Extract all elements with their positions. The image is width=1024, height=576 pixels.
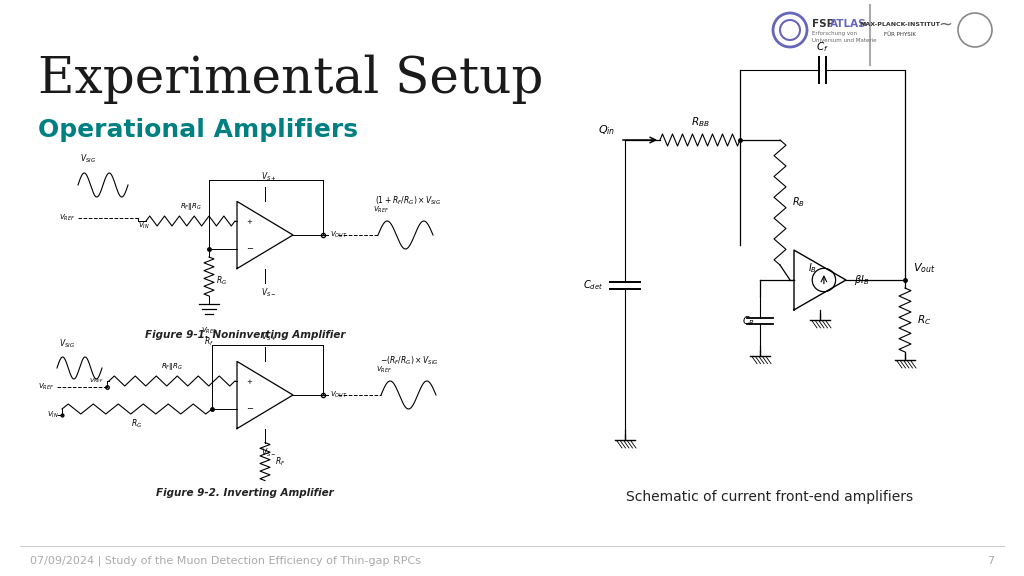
Text: $V_{S+}$: $V_{S+}$ <box>261 331 276 343</box>
Text: −: − <box>246 244 253 253</box>
Text: Universum und Materie: Universum und Materie <box>812 37 877 43</box>
Text: $R_f$: $R_f$ <box>204 336 214 348</box>
Text: 07/09/2024 | Study of the Muon Detection Efficiency of Thin-gap RPCs: 07/09/2024 | Study of the Muon Detection… <box>30 556 421 566</box>
Text: $I_B$: $I_B$ <box>808 261 817 275</box>
Text: $R_F \| R_G$: $R_F \| R_G$ <box>179 201 202 212</box>
Text: $\beta I_B$: $\beta I_B$ <box>854 273 869 287</box>
Text: $V_{OUT}$: $V_{OUT}$ <box>330 230 347 240</box>
Text: ATLAS: ATLAS <box>830 19 866 29</box>
Text: $C_f$: $C_f$ <box>816 40 828 54</box>
Text: Operational Amplifiers: Operational Amplifiers <box>38 118 358 142</box>
Text: $R_{BB}$: $R_{BB}$ <box>690 115 710 129</box>
Text: $V_{IN}$: $V_{IN}$ <box>138 221 150 231</box>
Text: MAX-PLANCK-INSTITUT: MAX-PLANCK-INSTITUT <box>859 22 940 28</box>
Text: FSP: FSP <box>812 19 835 29</box>
Text: $V_{REF}$: $V_{REF}$ <box>201 326 217 336</box>
Text: $V_{REF}$: $V_{REF}$ <box>376 365 392 375</box>
Text: Figure 9-2. Inverting Amplifier: Figure 9-2. Inverting Amplifier <box>156 488 334 498</box>
Text: Erforschung von: Erforschung von <box>812 31 857 36</box>
Text: $R_B$: $R_B$ <box>792 196 805 210</box>
Text: $R_G$: $R_G$ <box>131 418 142 430</box>
Text: $V_{out}$: $V_{out}$ <box>913 261 936 275</box>
Text: $(1+R_F/R_G)\times V_{SIG}$: $(1+R_F/R_G)\times V_{SIG}$ <box>375 195 441 207</box>
Text: 7: 7 <box>987 556 994 566</box>
Text: $V_{REF}$: $V_{REF}$ <box>373 205 389 215</box>
Text: $Q_{in}$: $Q_{in}$ <box>598 123 615 137</box>
Text: FÜR PHYSIK: FÜR PHYSIK <box>884 32 915 36</box>
Text: $V_{REF}$: $V_{REF}$ <box>38 382 54 392</box>
Text: $-(R_F/R_G)\times V_{SIG}$: $-(R_F/R_G)\times V_{SIG}$ <box>380 354 438 367</box>
Text: $V_{IN}$: $V_{IN}$ <box>47 410 59 420</box>
Text: −: − <box>246 404 253 413</box>
Text: $V_{REF}$: $V_{REF}$ <box>58 213 75 223</box>
Text: $C_{det}$: $C_{det}$ <box>583 278 603 292</box>
Text: $C_B$: $C_B$ <box>742 314 755 328</box>
Text: $R_F$: $R_F$ <box>275 456 286 468</box>
Text: $R_F \| R_G$: $R_F \| R_G$ <box>161 361 183 372</box>
Text: $V_{S-}$: $V_{S-}$ <box>261 446 276 459</box>
Text: ~: ~ <box>938 16 952 34</box>
Text: Schematic of current front-end amplifiers: Schematic of current front-end amplifier… <box>627 490 913 504</box>
Text: $R_C$: $R_C$ <box>918 313 931 327</box>
Text: $V_{S-}$: $V_{S-}$ <box>261 287 276 299</box>
Text: $V_{REF}$: $V_{REF}$ <box>89 376 104 385</box>
Text: Experimental Setup: Experimental Setup <box>38 55 544 104</box>
Text: $V_{OUT}$: $V_{OUT}$ <box>330 390 347 400</box>
Text: +: + <box>247 378 253 385</box>
Text: $V_{SIG}$: $V_{SIG}$ <box>59 338 75 350</box>
Text: $V_{S+}$: $V_{S+}$ <box>261 171 276 183</box>
Text: Figure 9-1. Noninverting Amplifier: Figure 9-1. Noninverting Amplifier <box>144 330 345 340</box>
Text: +: + <box>247 218 253 225</box>
Text: $V_{SIG}$: $V_{SIG}$ <box>80 153 96 165</box>
Text: $R_G$: $R_G$ <box>216 275 227 287</box>
